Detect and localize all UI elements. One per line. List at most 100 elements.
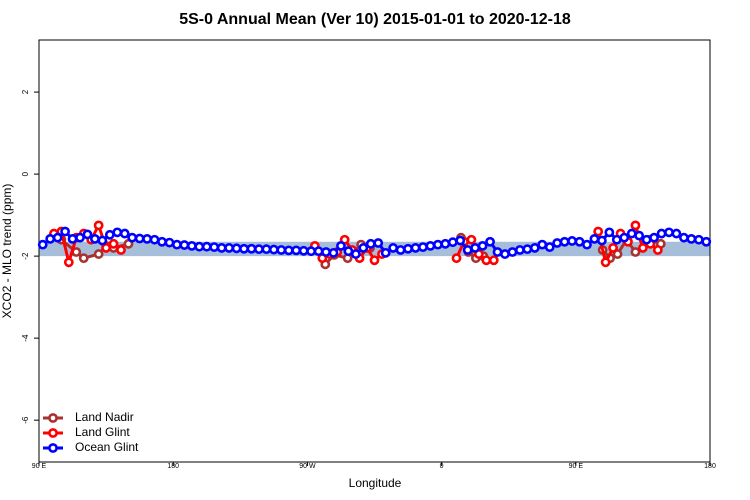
point xyxy=(671,228,682,239)
point xyxy=(172,239,182,250)
point xyxy=(466,234,477,245)
point xyxy=(97,235,108,246)
point xyxy=(313,246,324,257)
point xyxy=(101,243,111,253)
x-tick-label: 180 xyxy=(704,463,716,470)
point xyxy=(380,247,391,258)
point xyxy=(425,240,436,251)
point xyxy=(440,238,451,249)
point xyxy=(693,234,704,245)
point xyxy=(470,243,481,253)
point xyxy=(552,238,563,248)
point xyxy=(432,239,443,250)
point xyxy=(239,243,249,254)
point xyxy=(127,232,138,243)
chart-title: 5S-0 Annual Mean (Ver 10) 2015-01-01 to … xyxy=(179,11,571,28)
point xyxy=(276,245,287,255)
y-tick-label: -6 xyxy=(21,416,30,424)
point xyxy=(388,243,399,253)
point xyxy=(75,232,85,243)
point xyxy=(600,257,611,268)
point xyxy=(649,232,659,243)
point xyxy=(306,246,317,257)
point xyxy=(291,245,302,256)
point xyxy=(112,227,123,238)
point xyxy=(611,234,622,245)
point xyxy=(485,236,495,247)
point xyxy=(634,230,645,241)
point xyxy=(686,234,697,244)
point xyxy=(567,236,577,246)
point xyxy=(142,234,153,244)
y-tick-label: 0 xyxy=(21,171,30,176)
point xyxy=(589,234,600,244)
y-tick-label: -2 xyxy=(21,252,30,260)
series xyxy=(37,226,712,259)
point xyxy=(652,245,663,255)
point xyxy=(186,240,197,251)
point xyxy=(90,234,100,244)
point xyxy=(630,220,641,231)
point xyxy=(559,236,570,247)
legend-label: Ocean Glint xyxy=(75,440,139,454)
point xyxy=(481,255,492,266)
point xyxy=(574,236,585,247)
point xyxy=(619,232,630,243)
point xyxy=(593,226,604,237)
x-axis-label: Longitude xyxy=(349,476,402,490)
point xyxy=(328,247,339,258)
point xyxy=(462,245,473,255)
point xyxy=(451,253,462,264)
legend-marker xyxy=(48,443,58,453)
point xyxy=(522,244,533,255)
y-tick-label: -4 xyxy=(21,334,30,342)
point xyxy=(134,233,145,244)
point xyxy=(410,243,421,253)
point xyxy=(455,235,466,246)
point xyxy=(612,249,623,259)
point xyxy=(418,242,428,253)
point xyxy=(45,234,56,244)
point xyxy=(447,237,458,248)
point xyxy=(656,228,667,239)
point xyxy=(37,239,48,250)
point xyxy=(231,243,242,254)
point xyxy=(626,228,637,239)
point xyxy=(93,220,104,231)
point xyxy=(104,229,115,240)
x-tick-label: 90 E xyxy=(569,463,584,470)
legend-label: Land Nadir xyxy=(75,410,134,424)
point xyxy=(373,238,384,248)
point xyxy=(201,241,212,252)
point xyxy=(488,255,499,266)
point xyxy=(529,243,540,253)
legend-marker xyxy=(48,413,58,423)
point xyxy=(149,234,160,245)
point xyxy=(630,247,641,257)
point xyxy=(224,243,235,253)
point xyxy=(596,235,607,246)
point xyxy=(604,227,615,238)
x-tick-label: 0 xyxy=(440,463,444,470)
point xyxy=(298,245,309,256)
point xyxy=(179,240,190,250)
point xyxy=(93,249,104,259)
point xyxy=(492,247,503,257)
x-tick-label: 180 xyxy=(167,463,179,470)
point xyxy=(60,226,70,237)
point xyxy=(246,243,257,254)
x-tick-label: 90 W xyxy=(299,463,316,470)
point xyxy=(82,229,93,240)
point xyxy=(157,236,167,247)
point xyxy=(116,245,126,255)
point xyxy=(67,234,78,244)
x-tick-label: 90 E xyxy=(32,463,47,470)
point xyxy=(52,232,63,243)
point xyxy=(164,237,175,248)
point xyxy=(358,243,369,253)
point xyxy=(608,243,618,253)
point xyxy=(350,249,361,259)
point xyxy=(395,245,406,255)
point xyxy=(209,242,220,253)
